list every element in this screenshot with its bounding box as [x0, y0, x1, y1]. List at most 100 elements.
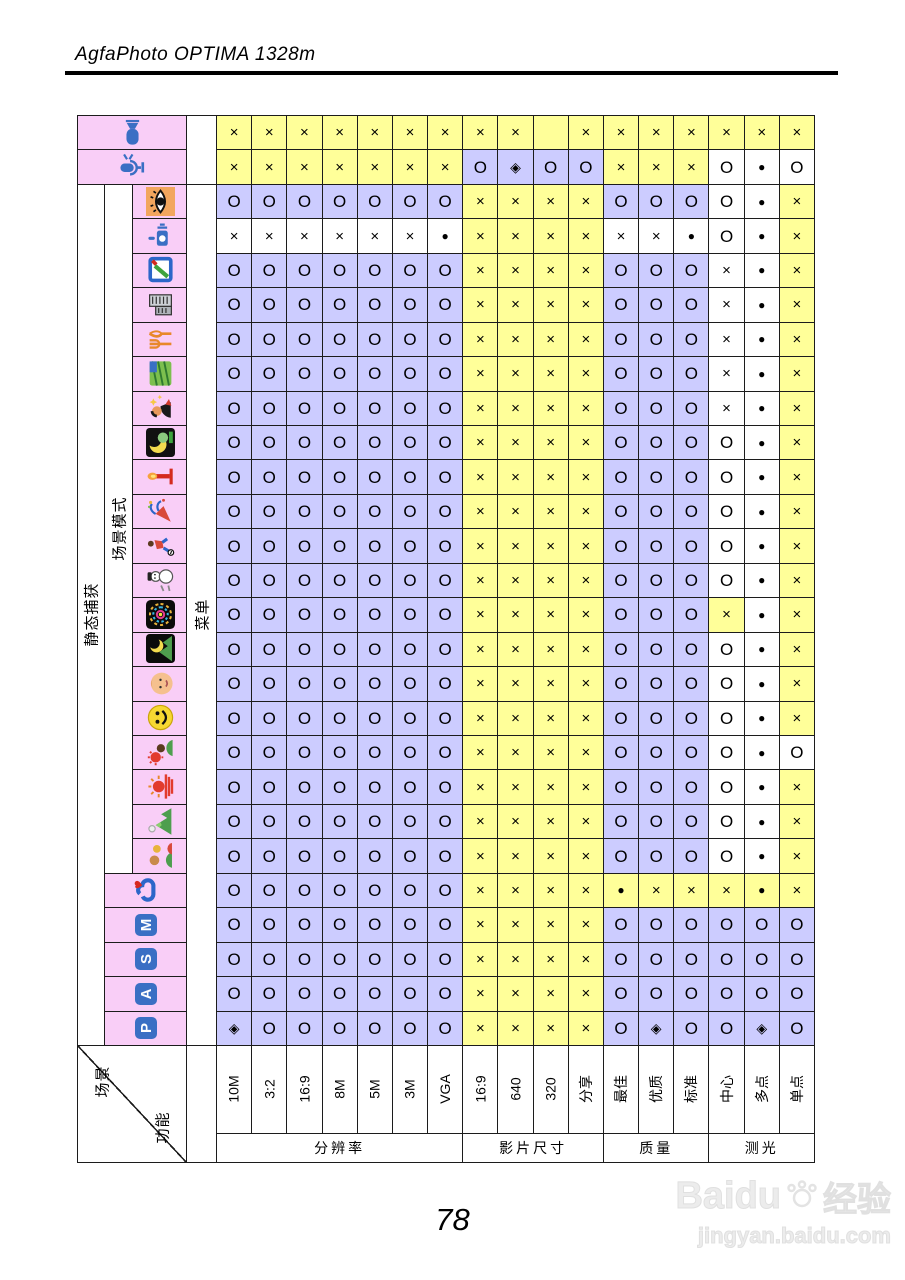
table-cell: O — [674, 701, 709, 735]
table-cell: × — [568, 494, 603, 529]
cell-symbol: × — [546, 261, 556, 279]
cell-symbol: O — [297, 433, 312, 453]
voice-mode-row-header — [78, 150, 186, 184]
cell-symbol: × — [475, 675, 485, 693]
column-label-text: 16:9 — [296, 1075, 313, 1104]
cell-symbol: × — [581, 193, 591, 211]
cell-symbol: × — [475, 606, 485, 624]
table-cell: × — [463, 116, 498, 150]
page-number: 78 — [435, 1202, 470, 1237]
cell-symbol: O — [755, 984, 769, 1004]
cell-symbol: O — [297, 708, 312, 728]
cell-symbol: O — [403, 1018, 417, 1038]
cell-symbol: × — [722, 261, 731, 279]
cell-symbol: O — [614, 708, 628, 728]
cell-symbol: O — [227, 743, 241, 763]
cell-symbol: O — [297, 880, 312, 900]
column-label-text: 3:2 — [261, 1079, 278, 1100]
table-cell: O — [287, 460, 322, 494]
cell-symbol: × — [511, 124, 520, 142]
table-cell: × — [533, 219, 568, 253]
cell-symbol: × — [722, 330, 731, 348]
table-cell: O — [674, 357, 709, 391]
cell-symbol: ● — [758, 332, 766, 347]
column-group-label: 质量 — [603, 1133, 709, 1162]
mode-a-badge: A — [134, 982, 157, 1005]
cell-symbol: O — [227, 846, 241, 866]
table-cell: O — [639, 908, 674, 942]
cell-symbol: O — [368, 398, 382, 418]
table-cell: O — [217, 391, 252, 425]
table-cell: × — [779, 425, 814, 460]
table-cell: O — [639, 391, 674, 425]
table-cell: O — [217, 942, 252, 977]
table-cell: × — [568, 391, 603, 425]
column-group-label: 影片尺寸 — [463, 1133, 603, 1162]
cell-symbol: O — [438, 570, 452, 590]
cell-symbol: O — [227, 433, 241, 453]
table-cell: O — [322, 1011, 357, 1045]
column-label-text: 多点 — [753, 1075, 770, 1104]
cell-symbol: × — [581, 227, 591, 245]
table-cell: O — [322, 632, 357, 667]
cell-symbol: ● — [758, 435, 766, 450]
cell-symbol: × — [475, 434, 485, 452]
cell-symbol: × — [335, 124, 344, 142]
cell-symbol: O — [684, 260, 698, 280]
scene-sunset-row-header — [133, 770, 186, 804]
cell-symbol: × — [370, 158, 380, 176]
cell-symbol: O — [684, 295, 698, 315]
cell-symbol: O — [332, 639, 347, 659]
table-cell: × — [779, 288, 814, 322]
table-cell: O — [357, 322, 392, 357]
table-cell: O — [392, 667, 428, 701]
cell-symbol: × — [792, 571, 802, 589]
table-cell: O — [603, 288, 639, 322]
scene-sports-row-header — [133, 529, 186, 563]
cell-symbol: O — [790, 157, 804, 177]
table-cell: × — [568, 357, 603, 391]
table-cell: O — [357, 908, 392, 942]
table-cell: × — [463, 460, 498, 494]
table-cell: × — [779, 116, 814, 150]
table-cell: O — [287, 357, 322, 391]
column-group-label: 测光 — [709, 1133, 814, 1162]
cell-symbol: ● — [758, 504, 766, 519]
microphone-icon — [117, 152, 147, 182]
table-cell: O — [428, 460, 463, 494]
table-cell: × — [252, 116, 287, 150]
table-cell: O — [639, 563, 674, 598]
cell-symbol: O — [649, 329, 663, 349]
cell-symbol: O — [332, 743, 347, 763]
table-cell: × — [568, 873, 603, 908]
cell-symbol: × — [722, 296, 731, 314]
table-cell: × — [674, 150, 709, 184]
table-cell: × — [568, 804, 603, 839]
cell-symbol: O — [297, 846, 312, 866]
cell-symbol: O — [403, 880, 417, 900]
cell-symbol: O — [403, 467, 417, 487]
table-cell: O — [603, 563, 639, 598]
column-label: 3:2 — [252, 1045, 287, 1133]
cell-symbol: O — [614, 812, 628, 832]
table-cell: × — [498, 804, 533, 839]
table-cell: O — [392, 632, 428, 667]
table-cell: O — [709, 425, 744, 460]
cell-symbol: ● — [758, 676, 766, 691]
table-cell: O — [428, 425, 463, 460]
cell-symbol: O — [684, 984, 698, 1004]
cell-symbol: O — [684, 536, 698, 556]
table-cell: × — [744, 116, 779, 150]
table-cell: O — [217, 804, 252, 839]
table-cell: O — [709, 1011, 744, 1045]
table-cell: O — [357, 977, 392, 1011]
table-cell: O — [287, 701, 322, 735]
cell-symbol: O — [579, 157, 593, 177]
mode-p-row-header: P — [105, 1011, 186, 1045]
table-cell: O — [779, 977, 814, 1011]
table-cell: ◈ — [744, 1011, 779, 1045]
watermark-brand-cjk: 经验 — [823, 1181, 892, 1220]
table-cell: ● — [744, 357, 779, 391]
table-cell: O — [392, 770, 428, 804]
cell-symbol: O — [438, 1018, 452, 1038]
